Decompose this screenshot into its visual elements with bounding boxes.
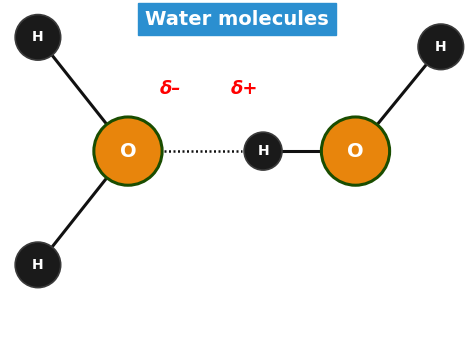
Text: H: H: [435, 40, 447, 54]
Text: H: H: [32, 30, 44, 44]
Text: H: H: [257, 144, 269, 158]
Circle shape: [321, 117, 390, 185]
Circle shape: [244, 132, 282, 170]
Text: O: O: [347, 141, 364, 161]
Circle shape: [418, 24, 464, 69]
Text: Water molecules: Water molecules: [145, 9, 329, 29]
Text: Image ID: 59035984: Image ID: 59035984: [341, 332, 419, 340]
Circle shape: [15, 15, 61, 60]
Text: O: O: [119, 141, 137, 161]
Text: H: H: [32, 258, 44, 272]
Text: δ+: δ+: [230, 80, 258, 99]
Text: www.depositphotos.com: www.depositphotos.com: [417, 332, 474, 340]
Circle shape: [15, 242, 61, 287]
Circle shape: [94, 117, 162, 185]
Text: © depositphotos: © depositphotos: [9, 332, 74, 340]
Text: δ–: δ–: [160, 80, 182, 99]
